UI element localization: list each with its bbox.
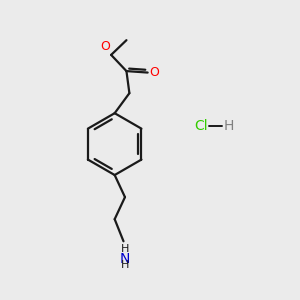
Text: N: N	[120, 252, 130, 266]
Text: H: H	[121, 244, 129, 254]
Text: O: O	[150, 66, 160, 79]
Text: O: O	[100, 40, 110, 53]
Text: Cl: Cl	[194, 119, 208, 134]
Text: H: H	[224, 119, 234, 134]
Text: H: H	[121, 260, 129, 270]
